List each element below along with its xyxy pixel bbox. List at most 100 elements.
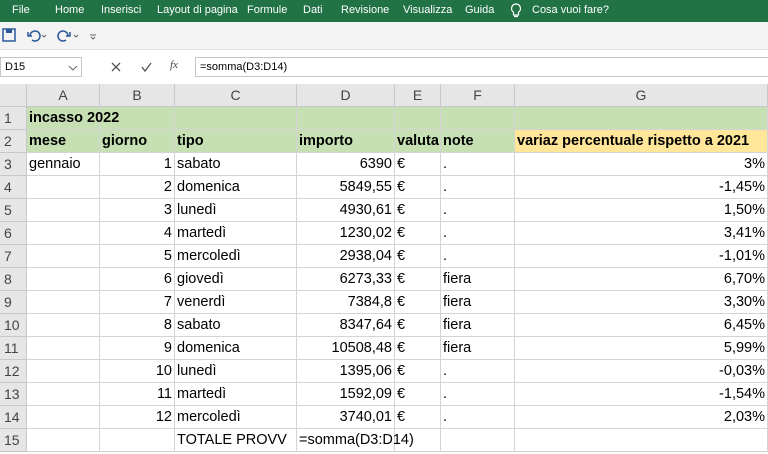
- cell[interactable]: [441, 222, 515, 245]
- ribbon-tab[interactable]: Formule: [247, 4, 288, 16]
- cell[interactable]: [100, 429, 175, 452]
- cell[interactable]: [441, 406, 515, 429]
- cell[interactable]: [27, 107, 100, 130]
- column-header[interactable]: C: [175, 84, 297, 107]
- cell[interactable]: [441, 245, 515, 268]
- cell[interactable]: [297, 383, 395, 406]
- cell[interactable]: [100, 245, 175, 268]
- cell[interactable]: [175, 337, 297, 360]
- cell[interactable]: [175, 176, 297, 199]
- column-header[interactable]: A: [27, 84, 100, 107]
- cell[interactable]: [441, 383, 515, 406]
- cell[interactable]: [27, 406, 100, 429]
- cell[interactable]: [395, 130, 441, 153]
- cell[interactable]: [395, 314, 441, 337]
- cell[interactable]: [395, 291, 441, 314]
- column-header[interactable]: E: [395, 84, 441, 107]
- cell[interactable]: [297, 130, 395, 153]
- cell[interactable]: [175, 360, 297, 383]
- cell[interactable]: [100, 406, 175, 429]
- cell[interactable]: [395, 222, 441, 245]
- cell[interactable]: [297, 107, 395, 130]
- cell[interactable]: [27, 268, 100, 291]
- cell[interactable]: [441, 268, 515, 291]
- cell[interactable]: [175, 383, 297, 406]
- cell[interactable]: [441, 337, 515, 360]
- cell[interactable]: [27, 383, 100, 406]
- cell[interactable]: [395, 153, 441, 176]
- cell[interactable]: [441, 199, 515, 222]
- cell[interactable]: [27, 314, 100, 337]
- name-box[interactable]: D15: [0, 57, 82, 77]
- cell[interactable]: [27, 429, 100, 452]
- row-header[interactable]: 12: [0, 360, 27, 383]
- ribbon-tab[interactable]: Dati: [303, 4, 323, 16]
- cell[interactable]: [175, 130, 297, 153]
- ribbon-tab[interactable]: Inserisci: [101, 4, 142, 16]
- cell[interactable]: [100, 107, 175, 130]
- cell[interactable]: [100, 153, 175, 176]
- cell[interactable]: [395, 268, 441, 291]
- cell[interactable]: [395, 107, 441, 130]
- ribbon-tab[interactable]: Visualizza: [403, 4, 453, 16]
- ribbon-tab[interactable]: Layout di pagina: [157, 4, 238, 16]
- column-header[interactable]: B: [100, 84, 175, 107]
- row-header[interactable]: 10: [0, 314, 27, 337]
- cell[interactable]: [297, 429, 395, 452]
- row-header[interactable]: 7: [0, 245, 27, 268]
- row-header[interactable]: 4: [0, 176, 27, 199]
- cell[interactable]: [297, 245, 395, 268]
- cell[interactable]: [100, 268, 175, 291]
- cell[interactable]: [100, 199, 175, 222]
- cell[interactable]: [100, 291, 175, 314]
- cell[interactable]: [297, 222, 395, 245]
- cell[interactable]: [175, 245, 297, 268]
- cell[interactable]: [515, 429, 768, 452]
- row-header[interactable]: 3: [0, 153, 27, 176]
- cell[interactable]: [175, 291, 297, 314]
- cell[interactable]: [27, 222, 100, 245]
- cell[interactable]: [515, 153, 768, 176]
- cell[interactable]: [395, 429, 441, 452]
- cell[interactable]: [175, 406, 297, 429]
- cell[interactable]: [297, 153, 395, 176]
- row-header[interactable]: 8: [0, 268, 27, 291]
- row-header[interactable]: 14: [0, 406, 27, 429]
- cell[interactable]: [27, 176, 100, 199]
- cell[interactable]: [441, 429, 515, 452]
- cell[interactable]: [515, 107, 768, 130]
- cell[interactable]: [297, 406, 395, 429]
- cell[interactable]: [297, 337, 395, 360]
- cell[interactable]: [395, 245, 441, 268]
- cell[interactable]: [100, 383, 175, 406]
- row-header[interactable]: 1: [0, 107, 27, 130]
- cell[interactable]: [395, 360, 441, 383]
- cell[interactable]: [27, 337, 100, 360]
- cell[interactable]: [100, 176, 175, 199]
- ribbon-tab[interactable]: File: [12, 4, 30, 16]
- cell[interactable]: [100, 314, 175, 337]
- cell[interactable]: [100, 360, 175, 383]
- row-header[interactable]: 2: [0, 130, 27, 153]
- fx-label[interactable]: fx: [170, 59, 178, 71]
- cell[interactable]: [441, 360, 515, 383]
- row-header[interactable]: 13: [0, 383, 27, 406]
- row-header[interactable]: 5: [0, 199, 27, 222]
- cell[interactable]: [297, 268, 395, 291]
- cell[interactable]: [395, 199, 441, 222]
- cell[interactable]: [27, 245, 100, 268]
- cell[interactable]: [27, 291, 100, 314]
- row-header[interactable]: 9: [0, 291, 27, 314]
- cell[interactable]: [100, 222, 175, 245]
- cell[interactable]: [395, 176, 441, 199]
- cell[interactable]: [27, 153, 100, 176]
- cell[interactable]: [27, 199, 100, 222]
- cell[interactable]: [395, 337, 441, 360]
- cell[interactable]: [175, 153, 297, 176]
- cell[interactable]: [175, 199, 297, 222]
- cell[interactable]: [297, 360, 395, 383]
- tell-me-search[interactable]: Cosa vuoi fare?: [532, 4, 610, 16]
- cell[interactable]: [297, 176, 395, 199]
- ribbon-tab[interactable]: Guida: [465, 4, 495, 16]
- row-header[interactable]: 15: [0, 429, 27, 452]
